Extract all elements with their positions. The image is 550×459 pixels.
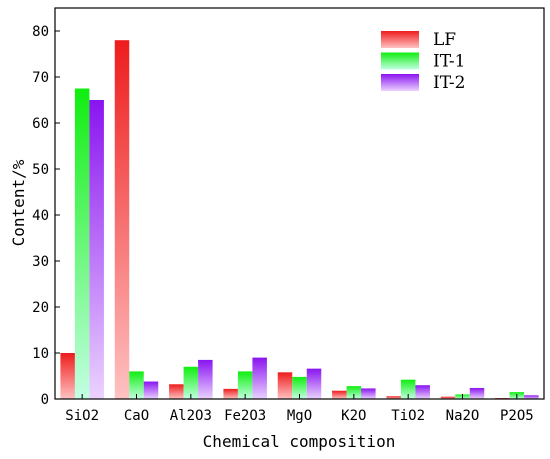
x-tick-label: Fe2O3: [224, 408, 266, 424]
bar-fe2o3-lf: [223, 388, 238, 399]
y-tick-label: 50: [32, 162, 49, 178]
x-tick-label: TiO2: [391, 408, 425, 424]
bar-k2o-it-2: [361, 388, 376, 399]
legend-label-lf: LF: [433, 30, 456, 50]
bar-al2o3-it-1: [183, 366, 199, 399]
bar-cao-it-1: [129, 371, 144, 399]
x-tick-label: SiO2: [65, 408, 99, 424]
y-tick-label: 0: [41, 392, 49, 408]
y-tick-label: 80: [32, 24, 49, 40]
bar-mgo-it-2: [306, 368, 322, 399]
bar-k2o-lf: [332, 390, 347, 399]
x-axis: SiO2 CaO Al2O3 Fe2O3 MgO K2O TiO2 Na2O P2O5: [65, 394, 534, 424]
x-axis-title: Chemical composition: [203, 432, 396, 451]
x-tick-label: P2O5: [500, 408, 534, 424]
x-tick-label: MgO: [287, 408, 312, 424]
bar-fe2o3-it-2: [252, 357, 267, 399]
bar-cao-it-2: [143, 381, 159, 399]
legend-label-it-1: IT-1: [433, 52, 465, 72]
bar-al2o3-lf: [169, 384, 184, 399]
bar-k2o-it-1: [346, 386, 362, 399]
x-tick-label: Na2O: [446, 408, 480, 424]
y-tick-label: 70: [32, 70, 49, 86]
bar-tio2-lf: [386, 396, 401, 399]
legend-swatch-lf: [381, 31, 419, 48]
bar-cao-lf: [114, 40, 130, 399]
bar-p2o5-it-2: [524, 395, 539, 399]
bar-sio2-it-2: [89, 100, 104, 399]
bar-al2o3-it-2: [198, 359, 213, 399]
bar-mgo-it-1: [292, 376, 307, 399]
y-tick-label: 20: [32, 300, 49, 316]
bar-sio2-lf: [60, 353, 75, 399]
bar-na2o-it-2: [469, 387, 485, 399]
y-axis-title: Content/%: [9, 159, 28, 246]
legend-label-it-2: IT-2: [433, 73, 465, 93]
y-tick-label: 60: [32, 116, 49, 132]
bars-layer: [60, 40, 539, 399]
y-tick-label: 40: [32, 208, 49, 224]
y-axis: 0 10 20 30 40 50 60 70 80: [32, 24, 60, 408]
legend-swatch-it-2: [381, 74, 419, 91]
x-tick-label: CaO: [124, 408, 149, 424]
x-tick-label: Al2O3: [170, 408, 212, 424]
bar-sio2-it-1: [74, 88, 90, 399]
bar-tio2-it-2: [415, 385, 430, 399]
x-tick-label: K2O: [341, 408, 366, 424]
y-tick-label: 10: [32, 346, 49, 362]
bar-tio2-it-1: [400, 379, 416, 399]
y-tick-label: 30: [32, 254, 49, 270]
bar-fe2o3-it-1: [237, 371, 253, 399]
legend-swatch-it-1: [381, 52, 419, 70]
bar-na2o-lf: [440, 396, 456, 399]
bar-mgo-lf: [277, 372, 293, 399]
